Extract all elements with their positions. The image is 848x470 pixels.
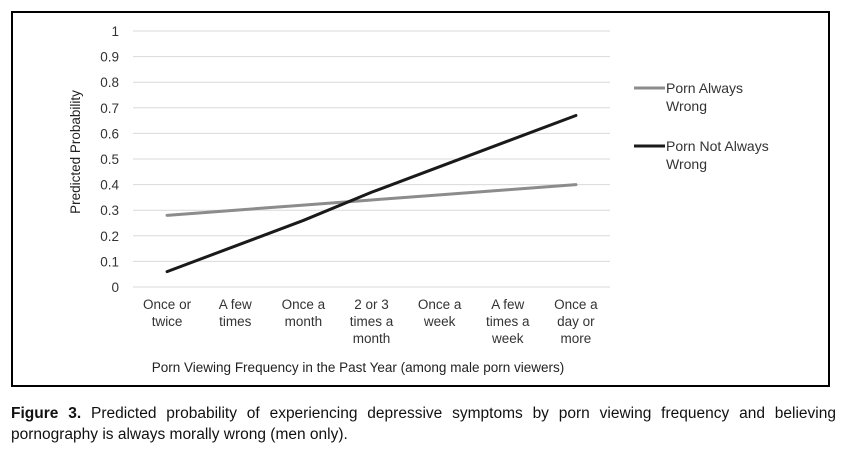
x-tick-label: 2 or 3 times a month xyxy=(350,297,394,346)
y-tick-label: 0.9 xyxy=(100,50,119,65)
y-tick-label: 0 xyxy=(111,280,119,295)
y-axis-title: Predicted Probability xyxy=(68,90,83,214)
figure-caption: Figure 3. Predicted probability of exper… xyxy=(11,403,836,445)
x-axis-title: Porn Viewing Frequency in the Past Year … xyxy=(152,360,564,375)
legend-label-1: Porn Always Wrong xyxy=(666,80,743,114)
y-tick-label: 0.7 xyxy=(100,101,119,116)
x-tick-label: Once a day or more xyxy=(554,297,598,346)
y-tick-label: 0.1 xyxy=(100,254,119,269)
x-tick-label: Once a week xyxy=(418,297,462,329)
series-lines xyxy=(165,113,578,274)
caption-label: Figure 3. xyxy=(11,405,82,422)
y-tick-label: 0.5 xyxy=(100,152,119,167)
y-tick-label: 0.2 xyxy=(100,229,119,244)
gridlines xyxy=(133,30,610,288)
x-tick-label: Once or twice xyxy=(143,297,192,329)
y-tick-labels: 0 0.1 0.2 0.3 0.4 0.5 0.6 0.7 0.8 0.9 1 xyxy=(100,24,119,295)
line-chart: 0 0.1 0.2 0.3 0.4 0.5 0.6 0.7 0.8 0.9 1 Once or twi… xyxy=(68,24,769,375)
y-tick-label: 0.3 xyxy=(100,203,119,218)
caption-text: Predicted probability of experiencing de… xyxy=(11,405,836,443)
figure-frame xyxy=(11,11,830,387)
y-tick-label: 0.4 xyxy=(100,178,119,193)
y-tick-label: 0.6 xyxy=(100,126,119,141)
legend: Porn Always Wrong Porn Not Always Wrong xyxy=(634,80,769,172)
x-tick-label: Once a month xyxy=(282,297,326,329)
y-tick-label: 1 xyxy=(111,24,119,39)
series-line-2 xyxy=(165,113,578,274)
legend-label-2: Porn Not Always Wrong xyxy=(666,138,769,172)
x-tick-label: A few times xyxy=(219,297,252,329)
x-tick-label: A few times a week xyxy=(486,297,530,346)
y-tick-label: 0.8 xyxy=(100,75,119,90)
